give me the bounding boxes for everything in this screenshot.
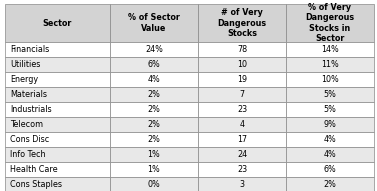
Text: 11%: 11% [321, 60, 339, 69]
Bar [5, 177, 110, 191]
Text: 10: 10 [237, 60, 247, 69]
Text: Energy: Energy [10, 75, 38, 84]
Bar [5, 102, 110, 117]
Bar [110, 117, 198, 132]
Bar [5, 162, 110, 177]
Bar [198, 87, 286, 102]
Text: Sector: Sector [43, 19, 72, 28]
Bar [286, 4, 374, 42]
Bar [198, 4, 286, 42]
Bar [110, 132, 198, 147]
Bar [198, 147, 286, 162]
Text: 19: 19 [237, 75, 247, 84]
Text: Financials: Financials [10, 45, 49, 54]
Text: 24: 24 [237, 150, 247, 159]
Text: 4: 4 [239, 120, 245, 129]
Text: 2%: 2% [147, 120, 161, 129]
Text: Materials: Materials [10, 90, 47, 99]
Bar [286, 102, 374, 117]
Bar [5, 42, 110, 57]
Bar [286, 177, 374, 191]
Bar [198, 117, 286, 132]
Text: 4%: 4% [323, 135, 336, 144]
Text: % of Very
Dangerous
Stocks in
Sector: % of Very Dangerous Stocks in Sector [305, 3, 354, 43]
Bar [5, 87, 110, 102]
Text: 3: 3 [239, 180, 245, 189]
Bar [286, 117, 374, 132]
Text: 2%: 2% [147, 105, 161, 114]
Bar [5, 117, 110, 132]
Text: 6%: 6% [323, 165, 336, 174]
Bar [198, 102, 286, 117]
Bar [286, 42, 374, 57]
Text: 2%: 2% [323, 180, 336, 189]
Text: Telecom: Telecom [10, 120, 43, 129]
Text: Industrials: Industrials [10, 105, 52, 114]
Text: 24%: 24% [145, 45, 163, 54]
Bar [110, 72, 198, 87]
Bar [110, 162, 198, 177]
Bar [286, 87, 374, 102]
Text: % of Sector
Value: % of Sector Value [128, 13, 180, 33]
Text: 4%: 4% [323, 150, 336, 159]
Bar [110, 102, 198, 117]
Text: 5%: 5% [323, 90, 336, 99]
Bar [5, 132, 110, 147]
Text: Cons Staples: Cons Staples [10, 180, 62, 189]
Bar [286, 147, 374, 162]
Text: 2%: 2% [147, 90, 161, 99]
Text: 23: 23 [237, 165, 247, 174]
Bar [198, 72, 286, 87]
Text: Health Care: Health Care [10, 165, 58, 174]
Text: 17: 17 [237, 135, 247, 144]
Text: 1%: 1% [148, 150, 160, 159]
Bar [198, 57, 286, 72]
Bar [286, 57, 374, 72]
Bar [110, 4, 198, 42]
Text: # of Very
Dangerous
Stocks: # of Very Dangerous Stocks [218, 8, 267, 38]
Bar [110, 177, 198, 191]
Bar [198, 132, 286, 147]
Bar [110, 42, 198, 57]
Bar [5, 4, 110, 42]
Text: 9%: 9% [323, 120, 336, 129]
Bar [110, 57, 198, 72]
Text: Info Tech: Info Tech [10, 150, 46, 159]
Text: 14%: 14% [321, 45, 339, 54]
Text: 7: 7 [239, 90, 245, 99]
Bar [198, 162, 286, 177]
Text: 4%: 4% [148, 75, 160, 84]
Text: 23: 23 [237, 105, 247, 114]
Text: 10%: 10% [321, 75, 339, 84]
Bar [5, 147, 110, 162]
Bar [198, 42, 286, 57]
Bar [286, 162, 374, 177]
Text: 0%: 0% [148, 180, 160, 189]
Text: 6%: 6% [148, 60, 160, 69]
Bar [286, 72, 374, 87]
Bar [5, 57, 110, 72]
Text: Utilities: Utilities [10, 60, 40, 69]
Bar [5, 72, 110, 87]
Text: 1%: 1% [148, 165, 160, 174]
Bar [286, 132, 374, 147]
Text: 5%: 5% [323, 105, 336, 114]
Bar [110, 147, 198, 162]
Bar [198, 177, 286, 191]
Text: 78: 78 [237, 45, 247, 54]
Bar [110, 87, 198, 102]
Text: Cons Disc: Cons Disc [10, 135, 49, 144]
Text: 2%: 2% [147, 135, 161, 144]
